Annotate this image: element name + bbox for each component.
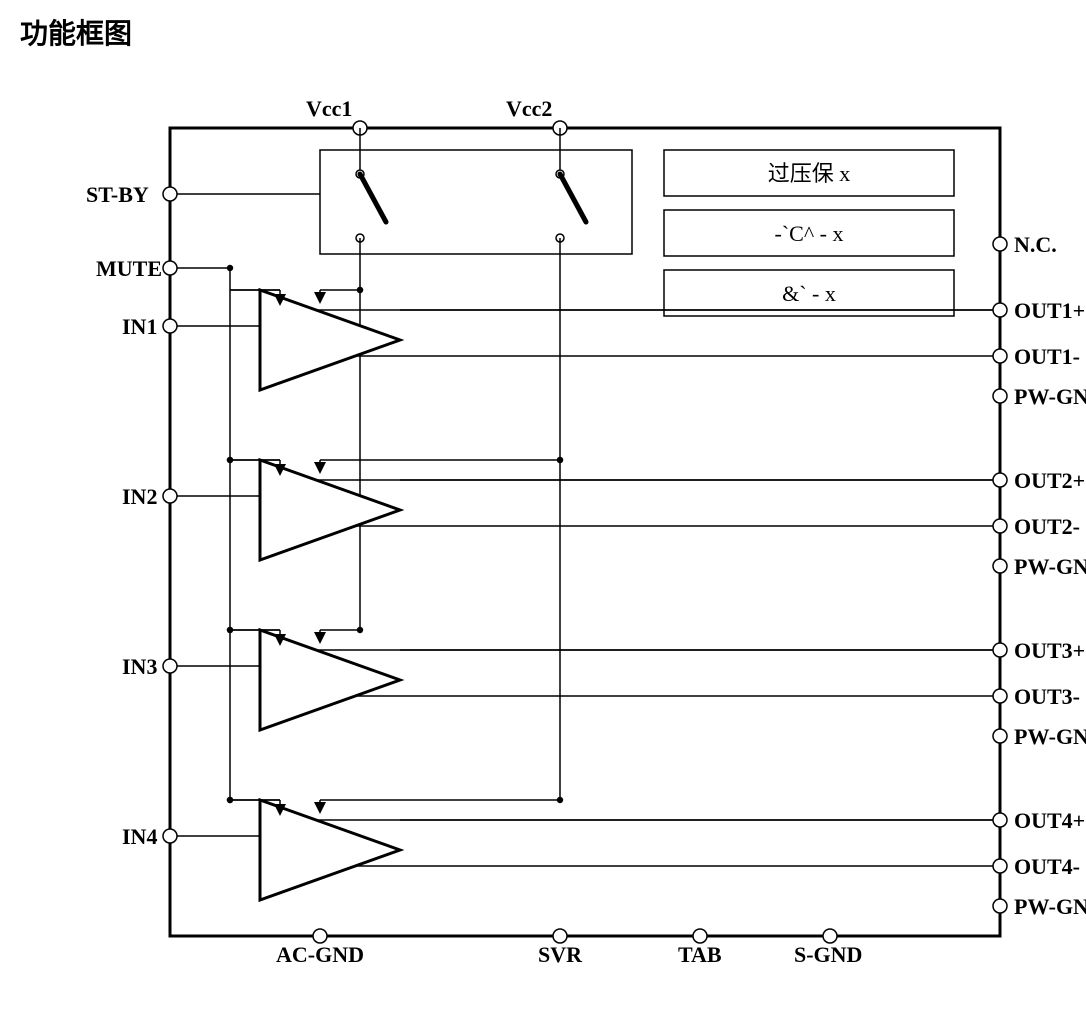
svg-text:IN2: IN2: [122, 484, 157, 509]
svg-text:-`C^ - x: -`C^ - x: [775, 221, 844, 246]
svg-text:S-GND: S-GND: [794, 942, 862, 967]
svg-text:OUT3-: OUT3-: [1014, 684, 1080, 709]
svg-text:SVR: SVR: [538, 942, 583, 967]
block-diagram: Vcc1 Vcc2 ST-BY MUTE IN1 IN2 IN3 IN4 N.C. OUT1+ OU…: [0, 0, 1086, 1016]
svg-text:OUT1+: OUT1+: [1014, 298, 1085, 323]
svg-text:OUT4-: OUT4-: [1014, 854, 1080, 879]
svg-text:OUT2-: OUT2-: [1014, 514, 1080, 539]
svg-text:PW-GND: PW-GND: [1014, 724, 1086, 749]
svg-text:N.C.: N.C.: [1014, 232, 1057, 257]
svg-text:IN1: IN1: [122, 314, 157, 339]
svg-text:MUTE: MUTE: [96, 256, 162, 281]
svg-text:OUT3+: OUT3+: [1014, 638, 1085, 663]
svg-text:OUT1-: OUT1-: [1014, 344, 1080, 369]
svg-text:OUT2+: OUT2+: [1014, 468, 1085, 493]
svg-text:PW-GND: PW-GND: [1014, 554, 1086, 579]
svg-text:IN3: IN3: [122, 654, 157, 679]
svg-text:过压保 x: 过压保 x: [768, 161, 851, 186]
svg-text:IN4: IN4: [122, 824, 157, 849]
svg-text:Vcc1: Vcc1: [306, 96, 352, 121]
svg-text:&` - x: &` - x: [782, 281, 836, 306]
svg-text:OUT4+: OUT4+: [1014, 808, 1085, 833]
svg-text:ST-BY: ST-BY: [86, 182, 149, 207]
svg-text:PW-GND: PW-GND: [1014, 894, 1086, 919]
svg-text:PW-GND: PW-GND: [1014, 384, 1086, 409]
svg-text:AC-GND: AC-GND: [276, 942, 364, 967]
svg-text:TAB: TAB: [678, 942, 722, 967]
svg-text:Vcc2: Vcc2: [506, 96, 552, 121]
